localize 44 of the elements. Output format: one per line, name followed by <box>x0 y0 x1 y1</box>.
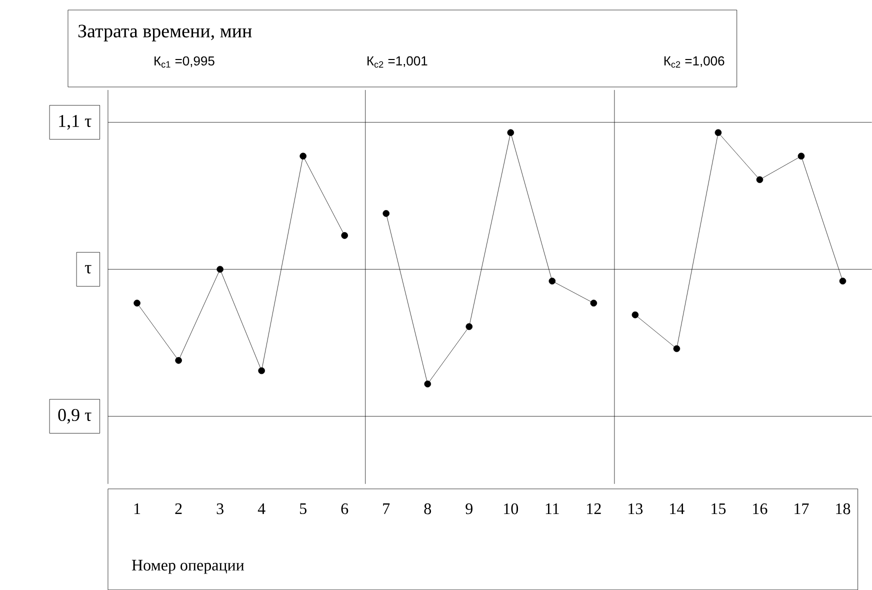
y-tick-label: 0,9 τ <box>58 408 92 424</box>
point <box>590 300 598 306</box>
chart-title: Затрата времени, мин <box>78 24 252 42</box>
point <box>341 232 348 239</box>
x-tick-label: 15 <box>712 503 726 514</box>
x-tick-label: 12 <box>587 503 601 514</box>
point <box>424 380 432 388</box>
point <box>382 210 390 217</box>
point <box>839 278 846 284</box>
text: К$_{c1}$ =0,995 <box>154 56 214 68</box>
point <box>175 357 182 364</box>
x-tick-label: 13 <box>628 503 643 514</box>
point <box>134 300 140 306</box>
x-tick-label: 10 <box>504 503 518 514</box>
point <box>548 278 556 284</box>
x-tick-label: 18 <box>836 503 850 514</box>
y-tick-label: 1,1 τ <box>59 114 92 130</box>
x-tick-label: 2 <box>175 503 182 514</box>
text: К$_{c2}$ =1,001 <box>368 56 428 68</box>
point <box>756 176 764 184</box>
point <box>632 311 639 318</box>
point <box>300 152 306 160</box>
x-tick-label: 14 <box>670 503 684 514</box>
point <box>714 129 722 136</box>
x-axis-title: Номер операции <box>132 560 244 574</box>
x-tick-label: 16 <box>753 503 768 514</box>
x-tick-label: 7 <box>383 503 390 514</box>
point <box>798 152 805 160</box>
point <box>258 367 265 374</box>
x-tick-label: 1 <box>134 503 140 514</box>
x-tick-label: 17 <box>794 503 809 514</box>
point <box>466 323 473 330</box>
point <box>507 129 514 136</box>
x-tick-label: 3 <box>216 503 224 514</box>
x-tick-label: 6 <box>341 503 348 514</box>
point <box>673 345 680 352</box>
x-tick-label: 8 <box>424 503 432 514</box>
point <box>216 266 224 273</box>
x-tick-label: 5 <box>300 503 306 514</box>
x-tick-label: 9 <box>466 503 472 514</box>
y-tick-label: τ <box>84 265 92 274</box>
x-tick-label: 4 <box>258 503 266 514</box>
text: К$_{c2}$ =1,006 <box>664 56 724 68</box>
x-tick-label: 11 <box>546 503 559 514</box>
